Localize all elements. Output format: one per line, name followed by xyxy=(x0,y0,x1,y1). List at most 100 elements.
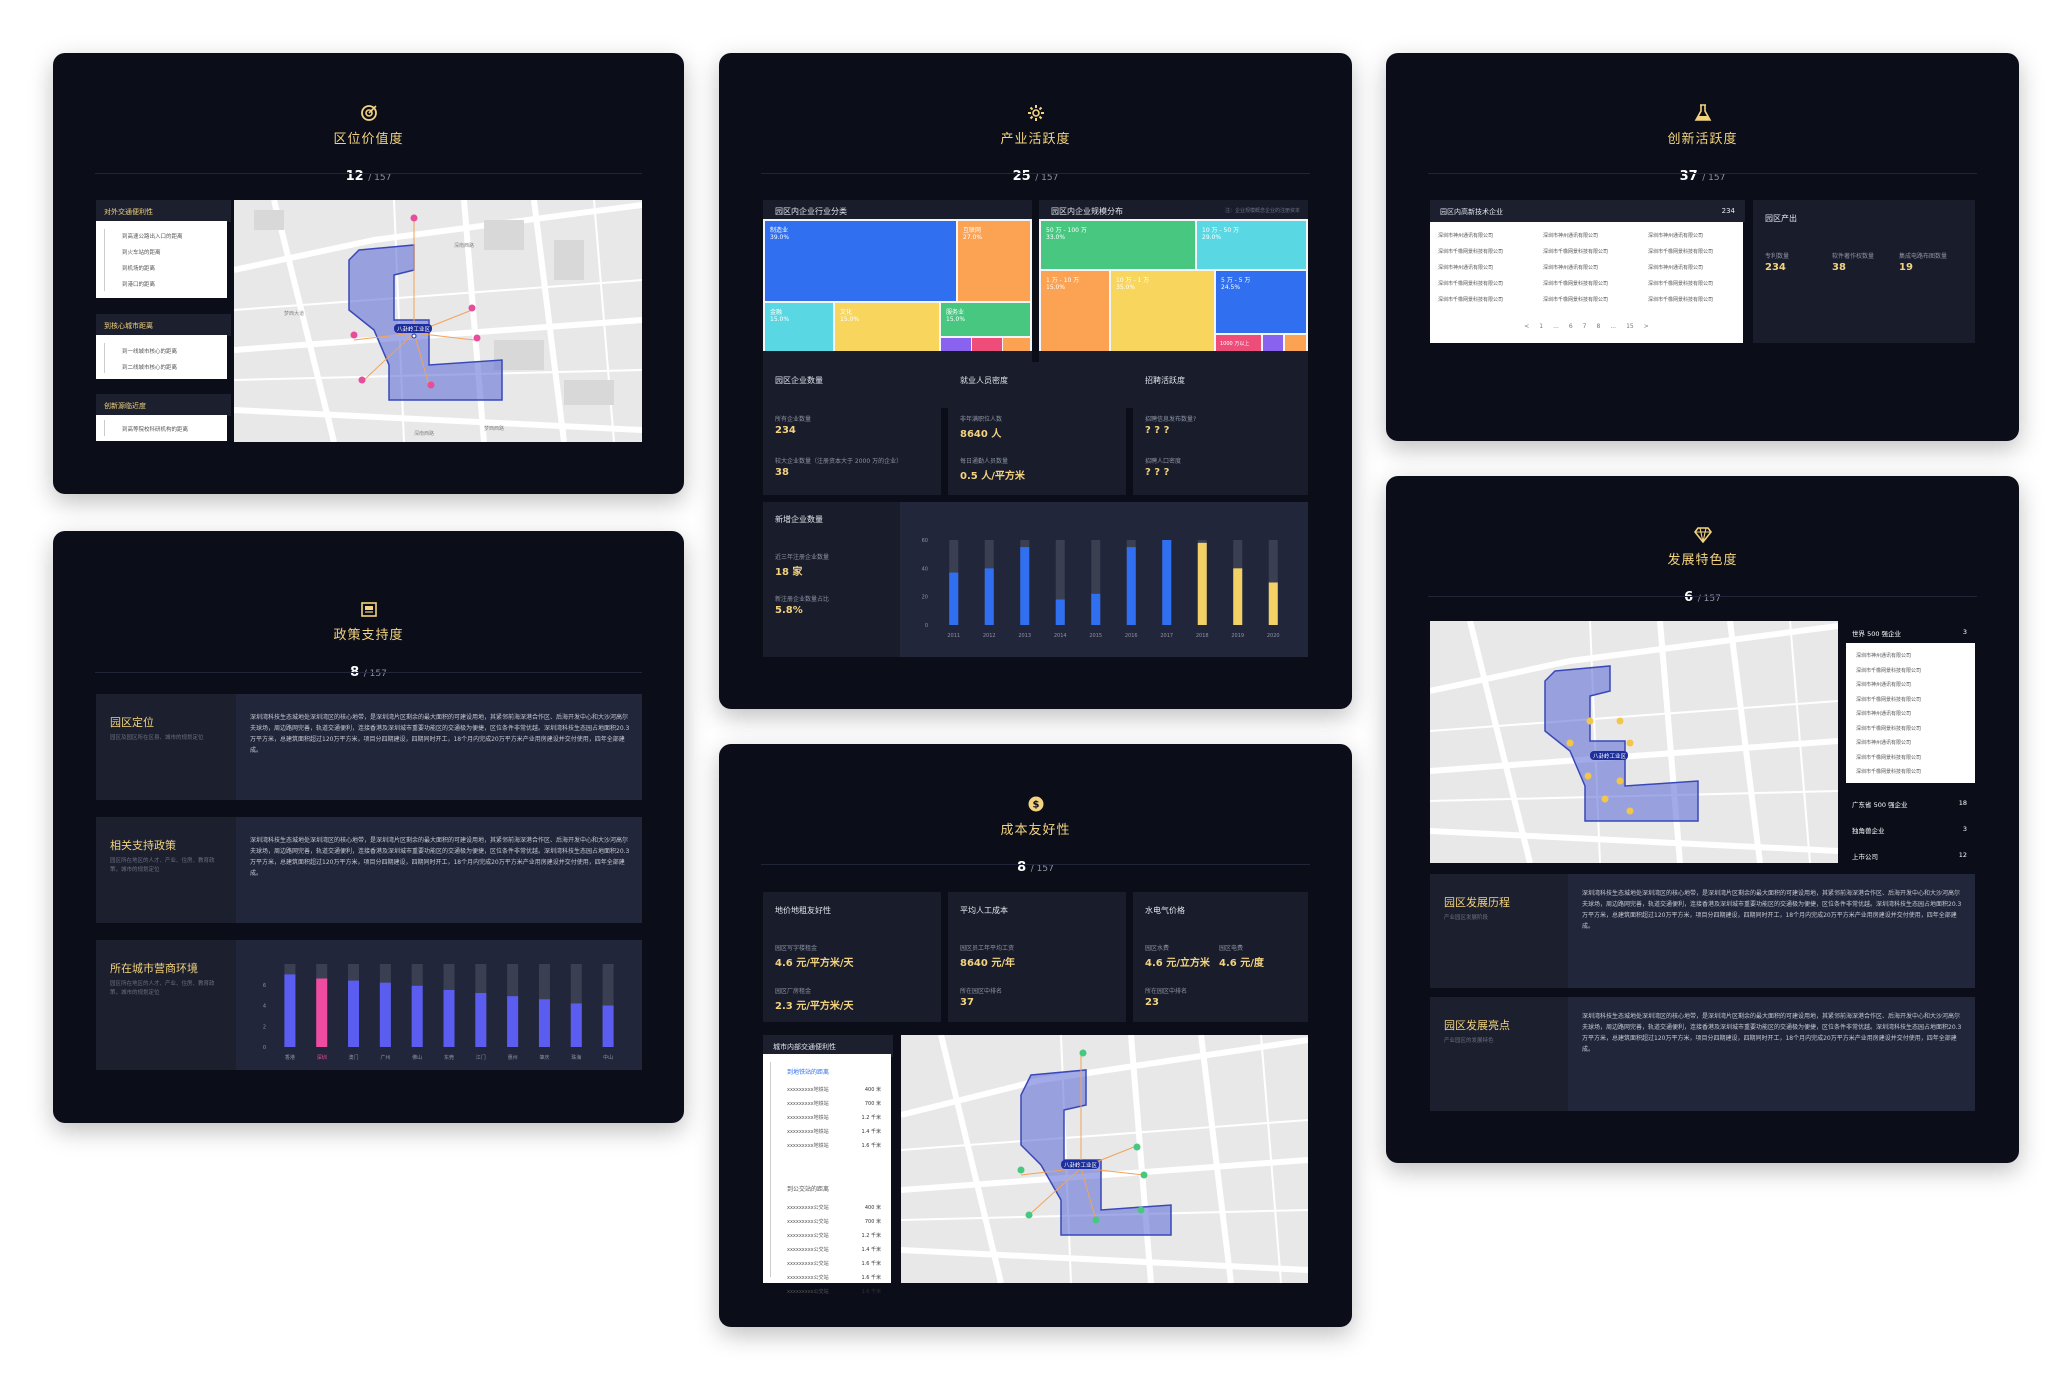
bar[interactable] xyxy=(507,996,519,1047)
treemap-cell[interactable]: 1 万 - 10 万 15.0% xyxy=(1041,271,1109,351)
list-item[interactable]: 到机场的距离 xyxy=(122,266,156,272)
bar[interactable] xyxy=(1162,540,1172,625)
bar[interactable] xyxy=(443,989,455,1047)
list-item[interactable]: xxxxxxxxx地铁站 xyxy=(787,1143,829,1149)
page-button[interactable]: 7 xyxy=(1582,323,1587,330)
treemap-cell[interactable]: 服务业 15.0% xyxy=(941,303,1030,336)
page-button[interactable]: 1 xyxy=(1539,323,1544,330)
bar[interactable] xyxy=(570,1003,582,1047)
bar[interactable] xyxy=(379,982,391,1047)
list-item[interactable]: 到港口的距离 xyxy=(122,282,156,288)
bar[interactable] xyxy=(1197,542,1207,625)
bar[interactable] xyxy=(538,999,550,1047)
treemap-cell[interactable]: 50 万 - 100 万 33.0% xyxy=(1041,221,1195,269)
company-link[interactable]: 深圳市千橡网景科技有限公司 xyxy=(1648,297,1714,303)
x-tick-label: 2013 xyxy=(1018,633,1031,639)
list-item[interactable]: xxxxxxxxx公交站 xyxy=(787,1219,829,1225)
group-label-bus[interactable]: 到公交站的距离 xyxy=(787,1186,830,1193)
company-link[interactable]: 深圳市千橡网景科技有限公司 xyxy=(1856,667,1922,674)
list-item[interactable]: xxxxxxxxx公交站 xyxy=(787,1289,829,1295)
bar[interactable] xyxy=(1233,568,1243,625)
list-item[interactable]: xxxxxxxxx地铁站 xyxy=(787,1101,829,1107)
treemap-cell[interactable]: 5 万 - 5 万 24.5% xyxy=(1216,271,1306,333)
bar[interactable] xyxy=(1091,593,1101,625)
treemap-cell[interactable]: 互联网 27.0% xyxy=(958,221,1030,301)
page-button[interactable]: > xyxy=(1643,323,1649,330)
company-link[interactable]: 深圳市神州通讯有限公司 xyxy=(1438,265,1494,271)
bar[interactable] xyxy=(1055,599,1065,626)
bar[interactable] xyxy=(284,974,296,1047)
company-link[interactable]: 深圳市神州通讯有限公司 xyxy=(1543,265,1599,271)
treemap-cell[interactable]: 10 万 - 1 万 35.0% xyxy=(1111,271,1214,351)
list-item[interactable]: 到一线城市核心的距离 xyxy=(122,349,178,355)
land-rent-panel: 地价地租友好性 园区写字楼租金 4.6 元/平方米/天 园区厂房租金 2.3 元… xyxy=(763,892,941,1022)
company-link[interactable]: 深圳市千橡网景科技有限公司 xyxy=(1648,281,1714,287)
group-title-innovation[interactable]: 创新源临近度 xyxy=(96,394,231,416)
rank-item-gd500[interactable]: 广东省 500 强企业 18 xyxy=(1846,792,1975,814)
company-link[interactable]: 深圳市千橡网景科技有限公司 xyxy=(1543,249,1609,255)
feature-map[interactable]: 八卦岭工业区 xyxy=(1430,621,1838,863)
treemap-cell[interactable]: 10 万 - 50 万 29.0% xyxy=(1197,221,1306,269)
company-link[interactable]: 深圳市千橡网景科技有限公司 xyxy=(1856,769,1922,775)
rank-item-unicorn[interactable]: 独角兽企业 3 xyxy=(1846,818,1975,840)
list-item[interactable]: xxxxxxxxx公交站 xyxy=(787,1261,829,1267)
company-link[interactable]: 深圳市千橡网景科技有限公司 xyxy=(1856,754,1922,761)
traffic-map[interactable]: 八卦岭工业区 xyxy=(901,1035,1308,1283)
list-item[interactable]: 到二线城市核心的距离 xyxy=(122,365,178,371)
company-link[interactable]: 深圳市千橡网景科技有限公司 xyxy=(1438,249,1504,255)
bar[interactable] xyxy=(1020,547,1030,625)
company-link[interactable]: 深圳市千橡网景科技有限公司 xyxy=(1648,249,1714,255)
company-link[interactable]: 深圳市神州通讯有限公司 xyxy=(1543,233,1599,239)
bar[interactable] xyxy=(602,1005,614,1048)
list-item[interactable]: 到高速公路出入口的距离 xyxy=(122,234,183,240)
company-link[interactable]: 深圳市神州通讯有限公司 xyxy=(1648,233,1704,239)
list-item[interactable]: xxxxxxxxx公交站 xyxy=(787,1247,829,1253)
treemap-cell[interactable]: 金融 15.0% xyxy=(765,303,833,351)
list-item[interactable]: 到火车站的距离 xyxy=(122,250,161,256)
page-button[interactable]: < xyxy=(1524,323,1530,330)
list-item[interactable]: xxxxxxxxx公交站 xyxy=(787,1233,829,1239)
page-button[interactable]: ... xyxy=(1553,323,1559,330)
page-button[interactable]: 15 xyxy=(1626,323,1634,330)
list-item[interactable]: xxxxxxxxx公交站 xyxy=(787,1275,829,1281)
treemap-cell[interactable]: 制造业 39.0% xyxy=(765,221,956,301)
company-link[interactable]: 深圳市神州通讯有限公司 xyxy=(1856,653,1912,659)
company-link[interactable]: 深圳市千橡网景科技有限公司 xyxy=(1543,281,1609,287)
page-button[interactable]: ... xyxy=(1610,323,1617,330)
bar[interactable] xyxy=(475,993,487,1047)
bar[interactable] xyxy=(1268,582,1278,626)
rank-item-fortune500[interactable]: 世界 500 强企业 3 xyxy=(1846,621,1975,643)
bar[interactable] xyxy=(1126,547,1136,625)
company-link[interactable]: 深圳市千橡网景科技有限公司 xyxy=(1543,297,1609,303)
company-link[interactable]: 深圳市千橡网景科技有限公司 xyxy=(1438,297,1504,303)
list-item[interactable]: xxxxxxxxx公交站 xyxy=(787,1205,829,1211)
bar[interactable] xyxy=(316,978,328,1047)
bar[interactable] xyxy=(348,980,360,1047)
company-link[interactable]: 深圳市神州通讯有限公司 xyxy=(1856,740,1912,746)
company-link[interactable]: 深圳市神州通讯有限公司 xyxy=(1648,265,1704,271)
bar[interactable] xyxy=(984,568,994,625)
page-button[interactable]: 8 xyxy=(1596,323,1601,330)
page-button[interactable]: 6 xyxy=(1568,323,1573,330)
pagination[interactable]: <1... 6 7 8... 15 > xyxy=(1430,323,1743,330)
list-item[interactable]: xxxxxxxxx地铁站 xyxy=(787,1115,829,1121)
company-link[interactable]: 深圳市千橡网景科技有限公司 xyxy=(1438,281,1504,287)
group-title-transport[interactable]: 对外交通便利性 xyxy=(96,200,231,222)
list-item[interactable]: xxxxxxxxx地铁站 xyxy=(787,1087,829,1093)
bar[interactable] xyxy=(949,572,959,625)
company-link[interactable]: 深圳市千橡网景科技有限公司 xyxy=(1856,696,1922,703)
company-link[interactable]: 深圳市神州通讯有限公司 xyxy=(1856,711,1912,717)
treemap-cell[interactable]: 1000 万以上 xyxy=(1216,335,1261,351)
company-link[interactable]: 深圳市神州通讯有限公司 xyxy=(1438,233,1494,239)
rank-item-listed[interactable]: 上市公司 12 xyxy=(1846,844,1975,866)
bar[interactable] xyxy=(411,985,423,1047)
treemap-cell[interactable]: 文化 15.0% xyxy=(835,303,939,351)
distance-value: 1.6 千米 xyxy=(861,1289,881,1295)
list-item[interactable]: 到高等院校科研机构的距离 xyxy=(122,427,189,433)
group-label-subway[interactable]: 到地铁站的距离 xyxy=(787,1069,830,1076)
group-title-core-city[interactable]: 到核心城市距离 xyxy=(96,314,231,336)
company-link[interactable]: 深圳市神州通讯有限公司 xyxy=(1856,682,1912,688)
company-link[interactable]: 深圳市千橡网景科技有限公司 xyxy=(1856,725,1922,732)
location-map[interactable]: 八卦岭工业区 深南西路 深南西路 梦西大道 梦西西路 xyxy=(234,200,642,442)
list-item[interactable]: xxxxxxxxx地铁站 xyxy=(787,1129,829,1135)
